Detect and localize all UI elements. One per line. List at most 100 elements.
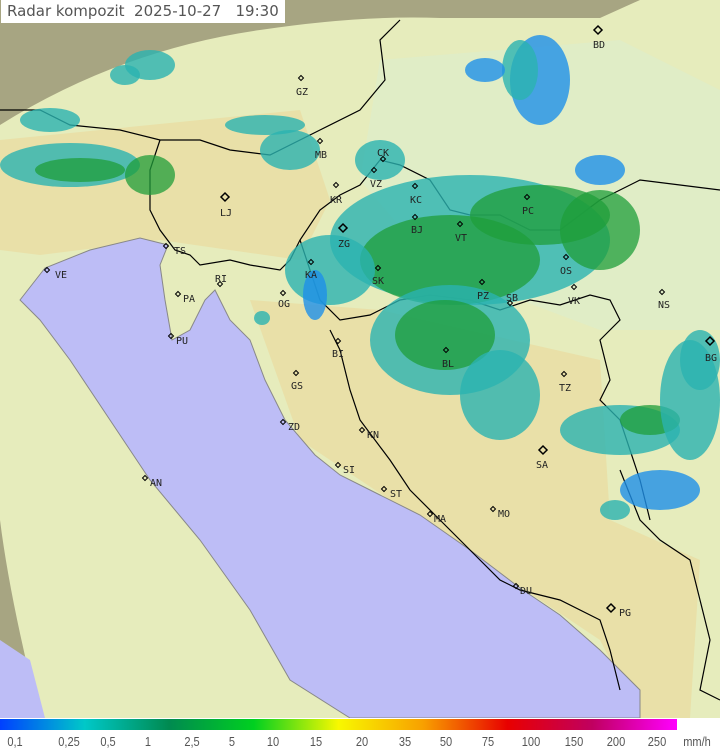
city-diamond-icon: [292, 369, 300, 377]
city-label: SI: [343, 465, 355, 476]
city-diamond-icon: [370, 166, 378, 174]
city-label: SK: [372, 276, 384, 287]
city-diamond-icon: [279, 418, 287, 426]
tyrrhenian-corner: [0, 640, 45, 718]
city-kn: KN: [358, 426, 379, 441]
city-diamond-icon: [174, 290, 182, 298]
city-sa: SA: [536, 444, 549, 471]
city-mo: MO: [489, 505, 510, 520]
city-label: KR: [330, 195, 343, 206]
city-diamond-icon: [489, 505, 497, 513]
city-diamond-icon: [334, 337, 342, 345]
radar-echo: [560, 190, 640, 270]
city-bl: BL: [442, 346, 454, 370]
legend-label: 150: [564, 734, 584, 749]
radar-echoes: [0, 35, 720, 520]
city-diamond-icon: [216, 280, 224, 288]
city-label: ZG: [338, 239, 350, 250]
city-label: VK: [568, 296, 580, 307]
city-label: KN: [367, 430, 379, 441]
city-bj: BJ: [411, 213, 423, 236]
city-label: BL: [442, 359, 454, 370]
city-si: SI: [334, 461, 355, 476]
city-pg: PG: [605, 602, 631, 619]
legend-label: 15: [309, 734, 323, 749]
city-vt: VT: [455, 220, 467, 244]
city-diamond-icon: [358, 426, 366, 434]
city-diamond-icon: [411, 213, 419, 221]
city-pa: PA: [174, 290, 195, 305]
city-diamond-icon: [162, 242, 170, 250]
city-diamond-icon: [219, 191, 231, 203]
radar-echo: [125, 155, 175, 195]
city-vk: VK: [568, 283, 580, 307]
radar-echo: [260, 130, 320, 170]
city-diamond-icon: [279, 289, 287, 297]
city-gs: GS: [291, 369, 303, 392]
city-label: BD: [593, 40, 605, 51]
city-label: BI: [332, 349, 344, 360]
city-label: CK: [377, 148, 389, 159]
city-label: SB: [506, 293, 518, 304]
city-os: OS: [560, 253, 572, 277]
city-st: ST: [380, 485, 402, 500]
city-diamond-icon: [43, 266, 51, 274]
city-label: PG: [619, 608, 631, 619]
city-diamond-icon: [167, 332, 175, 340]
city-lj: LJ: [219, 191, 232, 219]
city-du: DU: [512, 582, 532, 597]
legend-label: 0,25: [58, 734, 80, 749]
city-label: TS: [174, 246, 186, 257]
city-label: PC: [522, 206, 534, 217]
city-sb: SB: [506, 293, 518, 307]
city-kr: KR: [330, 181, 343, 206]
radar-echo: [620, 470, 700, 510]
radar-echo: [254, 311, 270, 325]
city-diamond-icon: [307, 258, 315, 266]
radar-echo: [110, 65, 140, 85]
city-diamond-icon: [411, 182, 419, 190]
radar-echo: [395, 300, 495, 370]
city-diamond-icon: [658, 288, 666, 296]
city-label: ST: [390, 489, 402, 500]
city-ma: MA: [426, 510, 446, 525]
city-og: OG: [278, 289, 290, 310]
legend-label: 0,1: [7, 734, 23, 749]
radar-map[interactable]: GZ MB LJ TS VE RI PA PU OG KA KR ZG VZ CK KC BJ VT PC SK OS…: [0, 0, 720, 718]
city-pu: PU: [167, 332, 188, 347]
city-diamond-icon: [297, 74, 305, 82]
city-diamond-icon: [560, 370, 568, 378]
city-diamond-icon: [379, 155, 387, 163]
city-diamond-icon: [141, 474, 149, 482]
city-ns: NS: [658, 288, 670, 311]
city-label: DU: [520, 586, 532, 597]
city-bg: BG: [704, 335, 717, 364]
city-label: VZ: [370, 179, 382, 190]
city-label: KA: [305, 270, 317, 281]
city-bi: BI: [332, 337, 344, 360]
radar-echo: [502, 40, 538, 100]
city-ts: TS: [162, 242, 186, 257]
city-ve: VE: [43, 266, 67, 281]
city-diamond-icon: [704, 335, 716, 347]
city-label: BJ: [411, 225, 423, 236]
radar-echo: [465, 58, 505, 82]
city-markers: GZ MB LJ TS VE RI PA PU OG KA KR ZG VZ CK KC BJ VT PC SK OS…: [43, 24, 717, 619]
legend-label: 200: [606, 734, 626, 749]
legend-label: 75: [481, 734, 495, 749]
city-diamond-icon: [374, 264, 382, 272]
city-diamond-icon: [316, 137, 324, 145]
city-sk: SK: [372, 264, 384, 287]
legend-color-bar: [0, 719, 677, 730]
mountains: [0, 110, 700, 718]
radar-echo: [20, 108, 80, 132]
city-ka: KA: [305, 258, 317, 281]
city-diamond-icon: [334, 461, 342, 469]
city-label: TZ: [559, 383, 571, 394]
city-label: AN: [150, 478, 162, 489]
city-label: RI: [215, 274, 227, 285]
city-label: SA: [536, 460, 548, 471]
city-diamond-icon: [605, 602, 617, 614]
city-diamond-icon: [506, 299, 514, 307]
radar-echo: [35, 158, 125, 182]
